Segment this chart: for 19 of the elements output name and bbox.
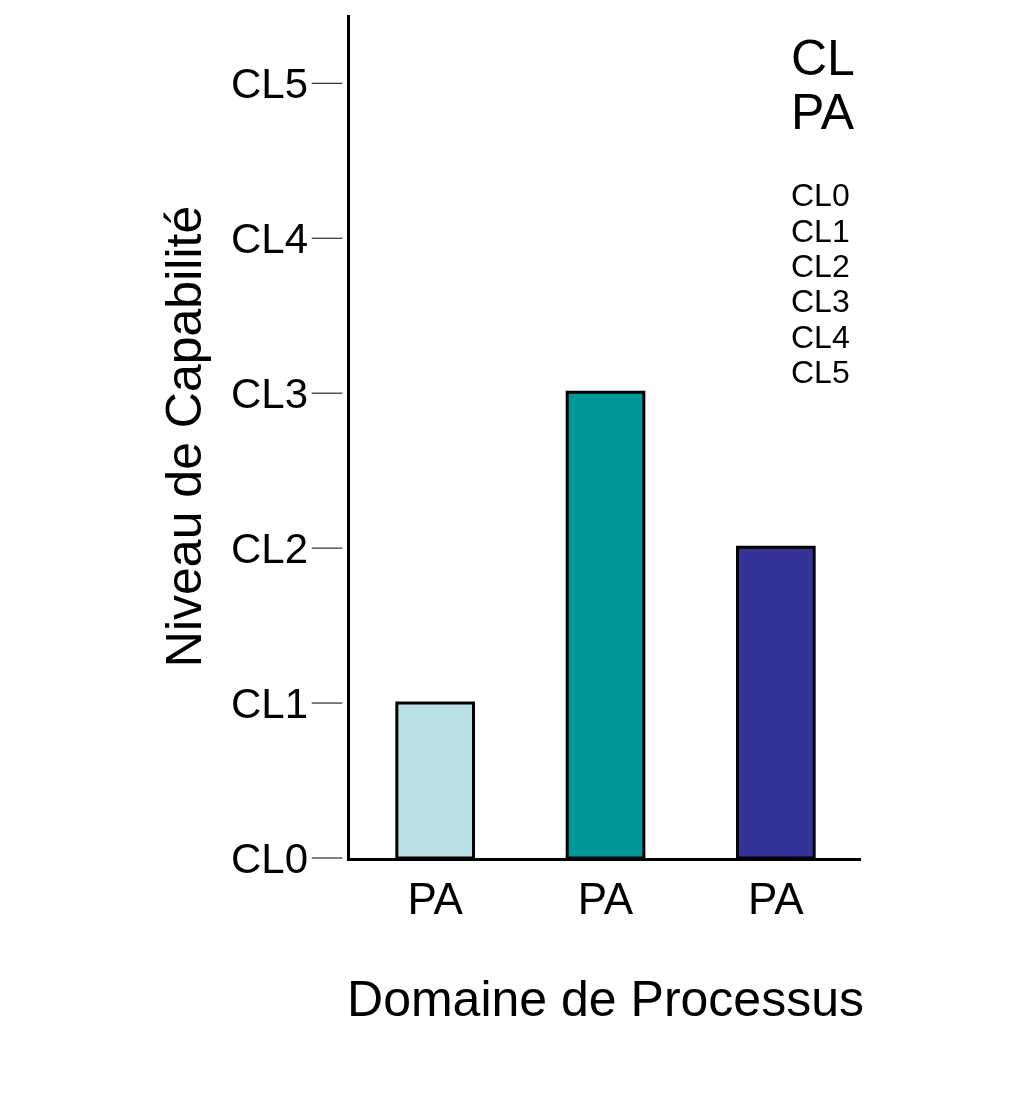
- text: CL4: [791, 319, 850, 355]
- text: CL2: [231, 525, 309, 572]
- text: CL1: [791, 213, 850, 249]
- x-tick-label: PA: [748, 873, 805, 923]
- text: CL0: [231, 835, 309, 882]
- text: CL3: [791, 283, 850, 319]
- text: CL3: [231, 370, 309, 417]
- x-axis-title: Domaine de Processus: [347, 971, 864, 1028]
- text: CL2: [791, 248, 850, 284]
- text: CL5: [231, 60, 309, 107]
- x-tick-label: PA: [407, 873, 464, 923]
- text: PA: [791, 84, 855, 140]
- text: CL0: [791, 177, 850, 213]
- y-axis-title: Niveau de Capabilité: [156, 205, 212, 668]
- text: CL4: [231, 215, 309, 262]
- x-tick-label: PA: [577, 873, 634, 923]
- text: CL1: [231, 680, 309, 727]
- text: CL: [791, 30, 855, 86]
- text: CL5: [791, 354, 850, 390]
